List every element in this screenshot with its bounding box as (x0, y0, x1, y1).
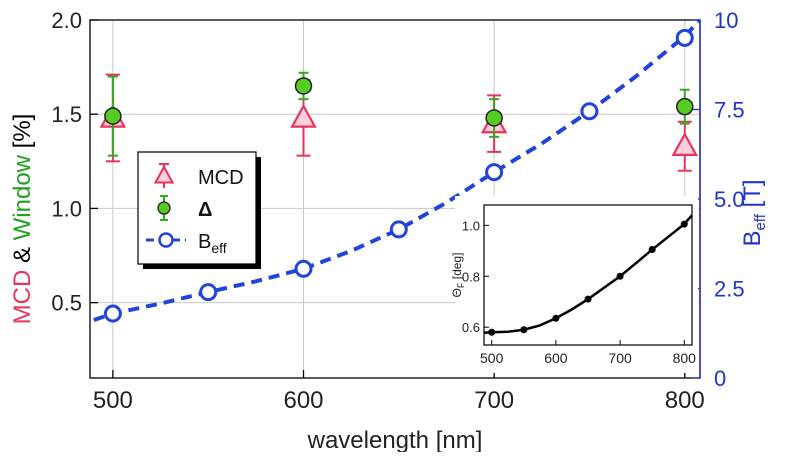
inset-point (648, 246, 656, 254)
x-tick-label: 600 (283, 387, 323, 414)
x-tick-label: 700 (474, 387, 514, 414)
y-left-label-part: MCD (9, 270, 36, 325)
x-axis-label: wavelength [nm] (307, 427, 483, 452)
inset-point (488, 328, 496, 336)
y-left-tick-label: 1.0 (51, 196, 82, 221)
y-right-label-unit: [T] (739, 179, 766, 214)
legend-beff-marker (158, 232, 174, 248)
legend-delta-marker (157, 201, 171, 215)
legend-label-main: B (198, 231, 211, 253)
delta-point (676, 97, 694, 116)
inset-point (616, 272, 624, 280)
y-left-label-part: Window (9, 154, 36, 240)
delta-point (104, 107, 122, 125)
inset-x-tick-label: 800 (673, 350, 697, 366)
y-left-label-part: [%] (9, 114, 36, 155)
y-right-tick-label: 5.0 (714, 187, 745, 212)
inset-y-label-unit: [deg] (450, 253, 464, 283)
inset-y-label-main: Θ (450, 288, 464, 297)
y-left-tick-label: 1.5 (51, 102, 82, 127)
beff-point (580, 102, 599, 121)
mcd-point (290, 103, 317, 128)
y-left-axis-label: MCD & Window [%] (9, 114, 36, 325)
inset-point (584, 295, 592, 303)
beff-fit-curve (93, 18, 702, 322)
x-tick-label: 800 (665, 387, 705, 414)
legend-label: Beff (198, 231, 227, 256)
y-right-label-sub: eff (752, 213, 769, 230)
legend-label: Δ (198, 199, 212, 221)
inset-point (680, 220, 688, 228)
y-left-tick-label: 0.5 (51, 291, 82, 316)
inset-x-tick-label: 600 (544, 350, 568, 366)
y-right-tick-label: 0 (714, 366, 726, 391)
inset-y-label-sub: F (456, 282, 466, 288)
inset-y-tick-label: 1.0 (462, 218, 480, 233)
mcd-point (671, 131, 699, 156)
inset-y-axis-label: ΘF [deg] (450, 253, 466, 298)
delta-point (294, 77, 313, 95)
beff-point (389, 220, 408, 239)
inset-point (520, 326, 528, 334)
x-tick-label: 500 (93, 387, 133, 414)
inset-y-tick-label: 0.8 (462, 269, 480, 284)
legend-label-main: Δ (198, 199, 212, 221)
inset-x-tick-label: 500 (480, 350, 504, 366)
legend-label-sub: eff (211, 240, 226, 256)
legend-label: MCD (198, 167, 244, 189)
y-left-label-part: & (9, 240, 36, 269)
inset-point (552, 314, 560, 322)
legend-label-main: MCD (198, 167, 244, 189)
beff-point (675, 28, 694, 47)
y-right-label-main: B (739, 231, 766, 247)
beff-point (103, 304, 122, 323)
legend-mcd-marker (153, 164, 175, 184)
beff-point (294, 259, 313, 278)
beff-point (485, 163, 504, 182)
y-right-tick-label: 2.5 (714, 277, 745, 302)
y-right-tick-label: 10 (714, 8, 738, 33)
y-right-tick-label: 7.5 (714, 98, 745, 123)
inset-frame (483, 204, 693, 346)
inset-x-tick-label: 700 (608, 350, 632, 366)
beff-point (199, 283, 218, 302)
y-right-axis-label: Beff [T] (739, 179, 769, 246)
y-left-tick-label: 2.0 (51, 8, 82, 33)
inset-y-tick-label: 0.6 (462, 320, 480, 335)
delta-point (485, 109, 503, 127)
